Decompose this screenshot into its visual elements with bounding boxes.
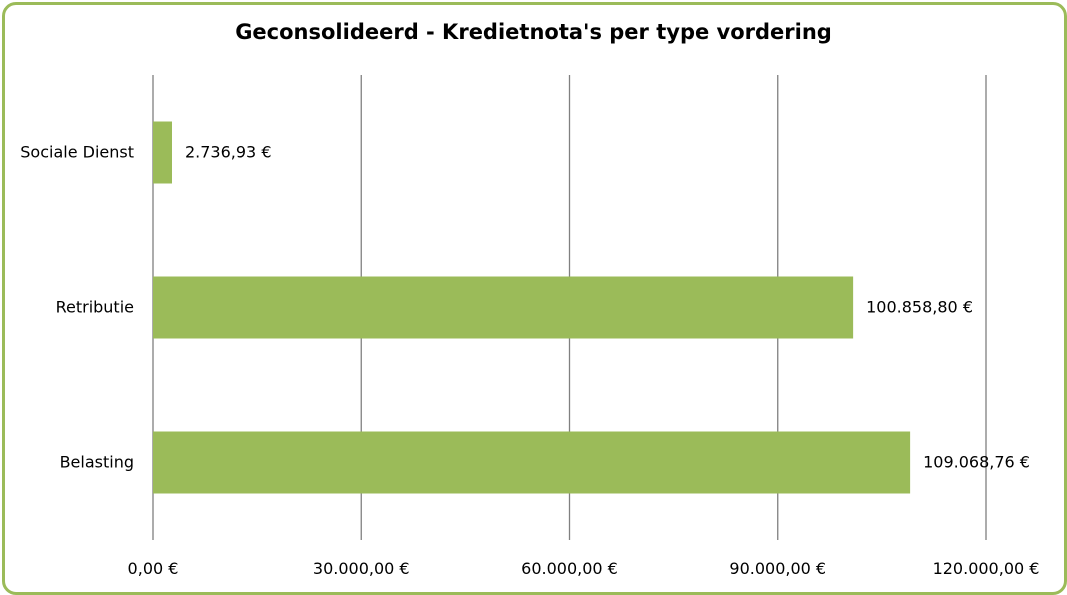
data-label: 2.736,93 € [185, 143, 272, 162]
x-tick-label: 120.000,00 € [933, 559, 1040, 578]
category-label: Sociale Dienst [20, 143, 134, 162]
chart-title: Geconsolideerd - Kredietnota's per type … [235, 20, 832, 44]
x-tick-label: 90.000,00 € [729, 559, 826, 578]
category-label: Belasting [60, 453, 134, 472]
x-tick-label: 0,00 € [128, 559, 179, 578]
x-axis-tick-labels: 0,00 € 30.000,00 € 60.000,00 € 90.000,00 € 1… [128, 559, 1040, 578]
bar [153, 121, 172, 184]
bar [153, 431, 911, 494]
bars [153, 121, 911, 494]
data-labels: 2.736,93 € 100.858,80 € 109.068,76 € [185, 143, 1030, 472]
x-tick-label: 30.000,00 € [313, 559, 410, 578]
x-tick-label: 60.000,00 € [521, 559, 618, 578]
category-label: Retributie [56, 298, 134, 317]
category-labels: Sociale Dienst Retributie Belasting [20, 143, 134, 472]
data-label: 100.858,80 € [866, 298, 973, 317]
data-label: 109.068,76 € [923, 453, 1030, 472]
bar [153, 276, 854, 339]
